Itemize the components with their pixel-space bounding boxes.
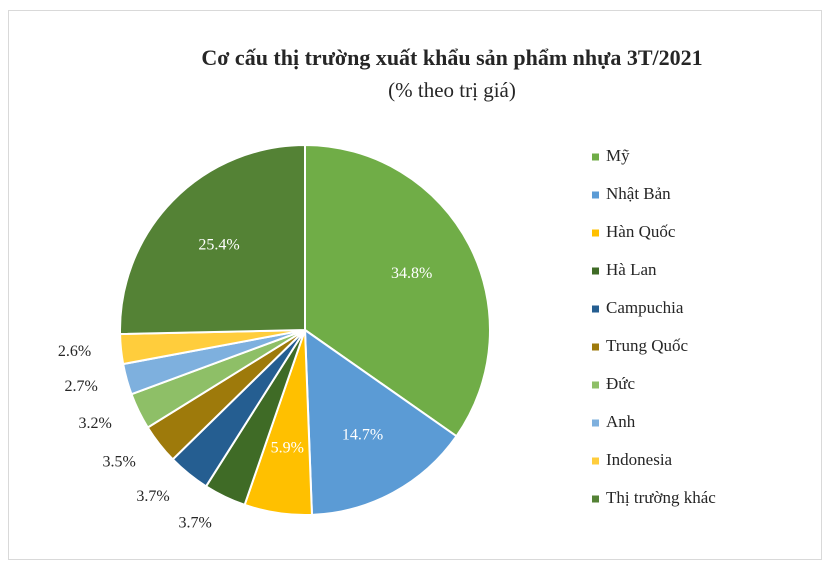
data-label: 5.9% xyxy=(271,440,304,457)
legend-marker xyxy=(592,343,599,351)
pie-slice xyxy=(303,328,458,516)
pie-slice xyxy=(304,143,491,438)
chart-subtitle: (% theo trị giá) xyxy=(388,78,516,102)
legend-label: Đức xyxy=(606,374,635,393)
legend-marker xyxy=(592,267,599,275)
legend-marker xyxy=(592,305,599,313)
data-label: 14.7% xyxy=(342,426,383,443)
legend-marker xyxy=(592,419,599,427)
data-label: 3.5% xyxy=(102,453,135,470)
legend-label: Campuchia xyxy=(606,298,684,317)
legend-marker xyxy=(592,191,599,199)
legend-label: Hà Lan xyxy=(606,260,657,279)
chart-title: Cơ cấu thị trường xuất khẩu sản phẩm nhự… xyxy=(201,45,702,70)
legend-marker xyxy=(592,153,599,161)
legend-marker xyxy=(592,495,599,503)
data-label: 2.6% xyxy=(58,343,91,360)
legend-label: Hàn Quốc xyxy=(606,222,676,241)
legend-label: Indonesia xyxy=(606,450,673,469)
data-label: 25.4% xyxy=(198,237,239,254)
legend-marker xyxy=(592,229,599,237)
data-label: 3.7% xyxy=(136,488,169,505)
legend-marker xyxy=(592,457,599,465)
data-label: 3.2% xyxy=(79,415,112,432)
pie-slice xyxy=(119,143,306,336)
legend-label: Anh xyxy=(606,412,636,431)
legend-label: Nhật Bản xyxy=(606,184,671,203)
data-label: 34.8% xyxy=(391,265,432,282)
data-label: 2.7% xyxy=(64,378,97,395)
legend-marker xyxy=(592,381,599,389)
legend-label: Thị trường khác xyxy=(606,488,716,507)
legend-label: Mỹ xyxy=(606,146,630,165)
data-label: 3.7% xyxy=(178,514,211,531)
legend-label: Trung Quốc xyxy=(606,336,688,355)
